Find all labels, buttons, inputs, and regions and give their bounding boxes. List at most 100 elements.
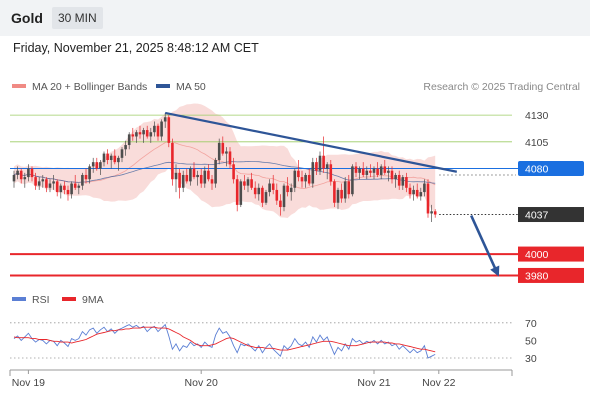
- ma50-line: [13, 160, 436, 184]
- candle-body: [210, 179, 214, 184]
- candle-body: [30, 168, 34, 178]
- candle-body: [221, 142, 225, 154]
- ma20-legend-swatch: [12, 84, 26, 88]
- candle-body: [45, 179, 48, 188]
- candle-body: [84, 174, 88, 180]
- candle-body: [253, 187, 257, 195]
- candle-body: [99, 162, 102, 169]
- candle-body: [408, 187, 412, 195]
- candle-body: [59, 185, 63, 193]
- candle-body: [106, 153, 109, 160]
- candle-body: [138, 132, 142, 135]
- support-label-4000: 4000: [525, 249, 549, 261]
- candle-body: [426, 183, 430, 214]
- candle-body: [318, 155, 322, 171]
- candle-body: [358, 168, 361, 173]
- rsi-legend-swatch: [12, 297, 26, 301]
- candle-body: [63, 185, 66, 190]
- candle-body: [145, 130, 149, 137]
- rsi-ma-line: [13, 326, 436, 353]
- candle-body: [300, 177, 304, 182]
- candle-body: [347, 181, 351, 195]
- candle-body: [369, 170, 372, 173]
- candle-body: [207, 170, 210, 180]
- support-tag-4000: [518, 246, 584, 262]
- candle-body: [135, 132, 138, 137]
- trend-line: [164, 111, 458, 173]
- candle-body: [70, 183, 73, 195]
- candle-body: [88, 166, 91, 180]
- candle-body: [109, 155, 113, 160]
- candle-body: [433, 211, 437, 215]
- candle-body: [66, 189, 70, 195]
- candle-body: [372, 168, 376, 173]
- candle-body: [232, 164, 235, 180]
- candle-body: [430, 211, 433, 214]
- candle-body: [174, 172, 178, 180]
- candle-body: [394, 174, 397, 180]
- candle-body: [390, 170, 394, 180]
- candle-body: [117, 157, 120, 163]
- candle-body: [124, 145, 127, 150]
- candle-body: [297, 170, 300, 178]
- candle-body: [354, 166, 358, 173]
- candle-body: [196, 174, 199, 178]
- candle-body: [387, 170, 390, 173]
- candle-body: [412, 189, 415, 195]
- candle-body: [275, 189, 279, 201]
- candle-body: [156, 125, 160, 137]
- rsi-line: [13, 323, 436, 359]
- forecast-arrow-head: [490, 265, 500, 277]
- candle-body: [34, 177, 37, 186]
- ma20-legend-label: MA 20 + Bollinger Bands: [32, 81, 147, 93]
- candle-body: [343, 181, 347, 199]
- candle-body: [181, 174, 185, 188]
- candle-body: [81, 174, 84, 186]
- candle-body: [376, 168, 379, 175]
- candle-body: [48, 183, 52, 188]
- candle-body: [127, 134, 131, 146]
- rsi-tick-label-30: 30: [525, 353, 537, 365]
- candle-body: [95, 162, 99, 169]
- candle-body: [293, 170, 297, 188]
- time-axis: Nov 19 Nov 20 Nov 21 Nov 22: [9, 369, 513, 389]
- candle-body: [268, 183, 271, 193]
- candle-body: [333, 181, 336, 203]
- support-label-3980: 3980: [525, 270, 549, 282]
- candle-body: [189, 168, 192, 182]
- candle-body: [52, 181, 55, 184]
- rsi-legend-label: RSI: [32, 294, 50, 306]
- candle-body: [77, 185, 81, 188]
- candle-body: [315, 162, 318, 171]
- candle-body: [401, 177, 405, 186]
- candle-body: [199, 174, 203, 184]
- candle-body: [178, 172, 181, 188]
- candle-body: [340, 189, 343, 199]
- candle-body: [73, 183, 77, 188]
- candle-body: [239, 181, 243, 205]
- candle-body: [235, 179, 239, 205]
- current-price-label: 4037: [525, 210, 549, 222]
- candle-body: [423, 183, 426, 193]
- candle-body: [160, 121, 163, 137]
- candle-body: [415, 189, 419, 197]
- candle-body: [361, 168, 365, 175]
- candle-body: [23, 177, 27, 180]
- candle-body: [41, 179, 45, 182]
- candle-body: [113, 155, 117, 163]
- rsi-ma-legend-label: 9MA: [82, 294, 104, 306]
- candle-body: [102, 153, 106, 163]
- candle-body: [225, 151, 228, 154]
- timeframe-button[interactable]: 30 MIN: [52, 7, 103, 29]
- candle-body: [131, 134, 135, 137]
- candle-body: [91, 162, 95, 167]
- candle-body: [214, 160, 217, 184]
- time-tick-label: Nov 21: [357, 377, 390, 389]
- candle-body: [171, 142, 174, 180]
- rsi-tick-label-50: 50: [525, 335, 537, 347]
- time-tick-label: Nov 19: [12, 377, 45, 389]
- candle-body: [37, 181, 41, 186]
- candle-body: [419, 192, 423, 197]
- candle-body: [257, 187, 261, 195]
- rsi-ma-legend-swatch: [62, 297, 76, 301]
